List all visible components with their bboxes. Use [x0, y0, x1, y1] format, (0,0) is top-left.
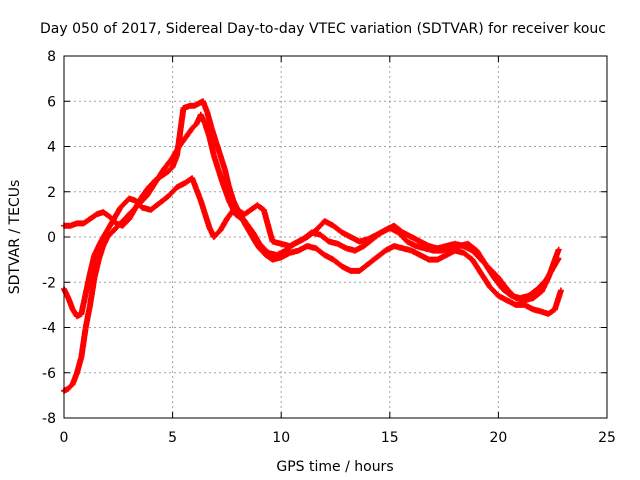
data-point-segment: [256, 240, 271, 255]
data-point-segment: [551, 287, 564, 313]
data-point-segment: [74, 355, 84, 376]
data-point-segment: [119, 217, 132, 229]
data-point-segment: [525, 287, 540, 299]
data-point-segment: [147, 201, 162, 213]
data-point-segment: [478, 270, 492, 289]
axis-ticks: 0 5 10 15 20 25 -8 -6 -4 -2 0 2 4 6 8: [42, 49, 616, 446]
data-point-segment: [495, 274, 510, 291]
data-points: [61, 98, 564, 394]
data-point-segment: [243, 220, 255, 235]
y-tick-label: -8: [42, 411, 56, 427]
data-point-segment: [469, 256, 484, 275]
data-point-segment: [551, 246, 562, 263]
chart-title: Day 050 of 2017, Sidereal Day-to-day VTE…: [40, 21, 606, 37]
data-point-segment: [165, 185, 179, 200]
data-point-segment: [182, 126, 195, 141]
data-point-segment: [538, 276, 551, 295]
data-point-segment: [530, 289, 544, 302]
x-tick-label: 25: [598, 430, 616, 446]
data-point-segment: [469, 247, 483, 262]
y-tick-label: 6: [47, 94, 56, 110]
data-point-segment: [460, 249, 475, 262]
data-point-segment: [206, 134, 217, 157]
x-tick-label: 5: [168, 430, 177, 446]
data-point-segment: [491, 274, 505, 291]
y-tick-label: 2: [47, 185, 56, 201]
data-point-segment: [317, 231, 331, 244]
data-point-segment: [173, 106, 187, 159]
data-point-segment: [104, 228, 116, 240]
data-point-segment: [486, 283, 501, 298]
data-point-segment: [219, 179, 232, 203]
x-tick-label: 0: [60, 430, 69, 446]
y-tick-label: 0: [47, 230, 56, 246]
data-point-segment: [313, 245, 327, 258]
data-point-segment: [545, 258, 558, 281]
y-tick-label: -4: [42, 321, 56, 337]
data-point-segment: [139, 185, 151, 200]
data-point-segment: [504, 286, 518, 300]
data-point-segment: [241, 207, 253, 218]
data-point-segment: [78, 326, 89, 360]
y-tick-label: -6: [42, 366, 56, 382]
data-point-segment: [260, 206, 276, 243]
series-track-a: [61, 111, 564, 394]
data-point-segment: [158, 169, 170, 179]
x-tick-label: 15: [381, 430, 399, 446]
data-point-segment: [106, 213, 118, 226]
data-point-segment: [330, 256, 344, 269]
data-point-segment: [160, 156, 175, 173]
data-point-segment: [304, 228, 318, 240]
x-tick-label: 10: [272, 430, 290, 446]
data-point-segment: [254, 202, 266, 212]
grid-lines: [64, 56, 607, 418]
data-point-segment: [330, 222, 344, 235]
data-point-segment: [156, 194, 170, 207]
data-point-segment: [210, 228, 223, 240]
y-axis-label: SDTVAR / TECUs: [7, 180, 23, 295]
data-point-segment: [87, 212, 99, 222]
data-point-segment: [545, 307, 557, 317]
data-point-segment: [356, 262, 370, 274]
data-point-segment: [391, 222, 405, 235]
data-point-segment: [80, 216, 92, 227]
y-tick-label: 8: [47, 49, 56, 65]
data-point-segment: [478, 256, 492, 271]
data-point-segment: [256, 245, 268, 257]
data-point-segment: [91, 239, 104, 259]
y-tick-label: -2: [42, 275, 56, 291]
data-point-segment: [100, 209, 112, 219]
data-point-segment: [152, 173, 164, 184]
data-point-segment: [189, 122, 199, 132]
x-axis-label: GPS time / hours: [276, 459, 393, 475]
data-point-segment: [165, 165, 175, 175]
series-track-c: [61, 98, 562, 304]
data-point-segment: [65, 382, 75, 392]
x-tick-label: 20: [489, 430, 507, 446]
data-point-segment: [373, 248, 388, 261]
data-point-segment: [145, 178, 158, 191]
y-tick-label: 4: [47, 140, 56, 156]
data-point-segment: [486, 265, 501, 280]
data-point-segment: [365, 255, 379, 268]
